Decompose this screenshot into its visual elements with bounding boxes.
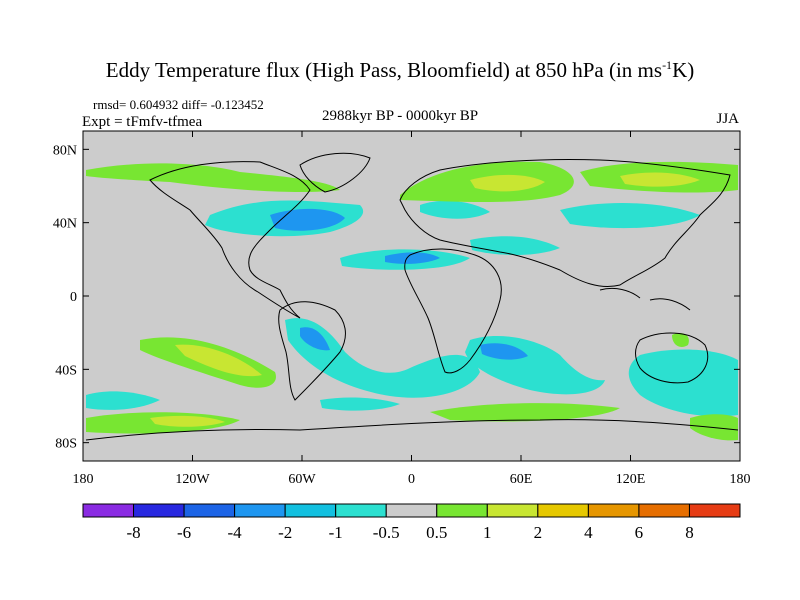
latitude-axis: 80N 40N 0 40S 80S bbox=[53, 143, 740, 452]
colorbar-swatch bbox=[385, 503, 438, 518]
title-tail: K) bbox=[672, 58, 695, 82]
colorbar-swatch bbox=[234, 503, 286, 518]
flux-field bbox=[86, 161, 738, 441]
lon-tick-label: 180 bbox=[730, 472, 751, 487]
lon-tick-label: 0 bbox=[408, 472, 415, 487]
colorbar-label: -4 bbox=[228, 523, 243, 542]
coast-africa bbox=[404, 248, 502, 374]
field-yellow-so-west bbox=[150, 415, 225, 427]
season-label: JJA bbox=[716, 111, 739, 127]
field-yellow-nh-east bbox=[620, 172, 700, 187]
field-cyan-so-mid bbox=[320, 397, 400, 411]
colorbar-swatch bbox=[688, 503, 741, 518]
lat-tick-label: 80S bbox=[55, 437, 77, 452]
coastlines bbox=[85, 152, 739, 441]
field-cyan-so-west bbox=[86, 391, 160, 410]
colorbar-swatch bbox=[335, 503, 387, 518]
lon-tick-label: 120E bbox=[616, 472, 646, 487]
colorbar-swatch bbox=[82, 503, 135, 518]
colorbar-label: -0.5 bbox=[373, 523, 400, 542]
coast-eurasia bbox=[399, 158, 731, 288]
map-panel bbox=[82, 130, 741, 462]
colorbar-swatch bbox=[537, 503, 589, 518]
lat-tick-label: 40S bbox=[55, 363, 77, 378]
longitude-axis: 180 120W 60W 0 60E 120E 180 bbox=[73, 131, 751, 487]
field-yellow-sp bbox=[175, 344, 262, 377]
colorbar-swatch bbox=[183, 503, 236, 518]
title-main: Eddy Temperature flux (High Pass, Bloomf… bbox=[105, 58, 663, 82]
field-green-aus bbox=[672, 333, 689, 347]
title-exponent: -1 bbox=[662, 58, 673, 72]
field-green-so bbox=[430, 403, 620, 422]
field-cyan-nepac bbox=[560, 203, 700, 229]
field-cyan-sam bbox=[285, 318, 480, 398]
lat-tick-label: 80N bbox=[53, 143, 77, 158]
lon-tick-label: 60W bbox=[288, 472, 316, 487]
lon-tick-label: 60E bbox=[510, 472, 533, 487]
field-yellow-nh-central bbox=[470, 174, 545, 192]
stats-line: rmsd= 0.604932 diff= -0.123452 bbox=[93, 97, 264, 112]
colorbar: -8 -6 -4 -2 -1 -0.5 0.5 1 2 4 6 8 bbox=[82, 503, 741, 542]
colorbar-label: 8 bbox=[685, 523, 694, 542]
colorbar-swatch bbox=[486, 503, 539, 518]
field-blue-na bbox=[270, 208, 345, 231]
period-label: 2988kyr BP - 0000kyr BP bbox=[322, 108, 479, 124]
coast-australia bbox=[635, 332, 709, 384]
coast-maritime bbox=[599, 287, 691, 311]
colorbar-label: 2 bbox=[534, 523, 543, 542]
colorbar-label: -2 bbox=[278, 523, 292, 542]
experiment-line: Expt = tFmfv-tfmea bbox=[82, 114, 203, 130]
coast-greenland bbox=[299, 152, 371, 193]
colorbar-swatch bbox=[638, 503, 690, 518]
coast-north-america bbox=[149, 161, 311, 319]
colorbar-label: 0.5 bbox=[426, 523, 447, 542]
colorbar-label: 1 bbox=[483, 523, 492, 542]
lat-tick-label: 0 bbox=[70, 290, 77, 305]
colorbar-swatch bbox=[587, 503, 640, 518]
field-blue-sam bbox=[300, 327, 330, 351]
lon-tick-label: 180 bbox=[73, 472, 94, 487]
field-cyan-atlantic bbox=[420, 200, 490, 219]
colorbar-swatch bbox=[436, 503, 488, 518]
colorbar-label: 6 bbox=[635, 523, 644, 542]
field-green-nh-west bbox=[86, 163, 340, 193]
coast-antarctica bbox=[85, 419, 739, 441]
colorbar-swatch bbox=[133, 503, 185, 518]
colorbar-label: -6 bbox=[177, 523, 191, 542]
field-blue-midlat bbox=[385, 252, 440, 264]
lat-tick-label: 40N bbox=[53, 217, 77, 232]
field-blue-sa bbox=[480, 343, 528, 360]
coast-south-america bbox=[278, 301, 346, 401]
colorbar-label: -8 bbox=[126, 523, 140, 542]
figure-title: Eddy Temperature flux (High Pass, Bloomf… bbox=[0, 58, 800, 83]
lon-tick-label: 120W bbox=[175, 472, 210, 487]
colorbar-swatch bbox=[284, 503, 337, 518]
colorbar-label: 4 bbox=[584, 523, 593, 542]
colorbar-label: -1 bbox=[329, 523, 343, 542]
